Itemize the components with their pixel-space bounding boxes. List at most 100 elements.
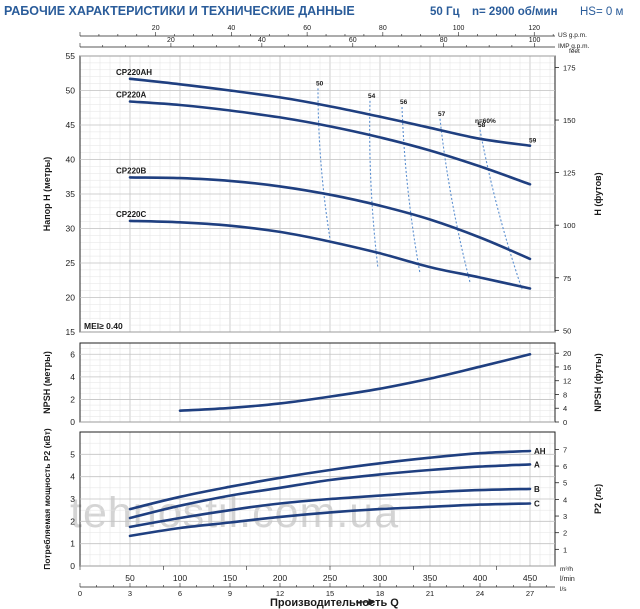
head-right-tick-label: 75 bbox=[563, 274, 571, 283]
head-ytick-label: 55 bbox=[66, 51, 76, 61]
ls-tick-label: 15 bbox=[326, 589, 334, 598]
npsh-right-tick-label: 16 bbox=[563, 363, 571, 372]
lmin-tick-label: 250 bbox=[323, 573, 337, 583]
power-curve-a bbox=[128, 463, 532, 520]
power-right-tick-label: 6 bbox=[563, 462, 567, 471]
ls-tick-label: 18 bbox=[376, 589, 384, 598]
head-right-tick-label: 100 bbox=[563, 221, 576, 230]
power-curve-ah bbox=[128, 449, 532, 511]
npsh-y-axis-label: NPSH (метры) bbox=[42, 351, 52, 414]
head-right-tick-label: 175 bbox=[563, 63, 576, 72]
head-ytick-label: 35 bbox=[66, 189, 76, 199]
efficiency-line-57 bbox=[439, 118, 471, 283]
mei-badge: MEI≥ 0.40 bbox=[84, 321, 123, 331]
speed-label: n= 2900 об/мин bbox=[472, 6, 558, 18]
npsh-right-tick-label: 12 bbox=[563, 377, 571, 386]
head-ytick-label: 20 bbox=[66, 293, 76, 303]
impgpm-tick-label: 60 bbox=[349, 37, 357, 44]
efficiency-line-58 bbox=[479, 129, 523, 290]
head-ytick-label: 50 bbox=[66, 86, 76, 96]
usgpm-tick-label: 100 bbox=[453, 25, 465, 32]
page-title: РАБОЧИЕ ХАРАКТЕРИСТИКИ И ТЕХНИЧЕСКИЕ ДАН… bbox=[4, 4, 355, 18]
power-ytick-label: 1 bbox=[70, 539, 75, 549]
ls-tick-label: 24 bbox=[476, 589, 484, 598]
m3h-unit-label: m³/h bbox=[560, 566, 573, 573]
lmin-tick-label: 350 bbox=[423, 573, 437, 583]
impgpm-unit-label: IMP g.p.m. bbox=[558, 43, 590, 50]
usgpm-tick-label: 120 bbox=[528, 25, 540, 32]
head-ytick-label: 25 bbox=[66, 258, 76, 268]
power-curve-label-c: C bbox=[534, 499, 540, 508]
head-curve-label-cp220b: CP220B bbox=[116, 166, 146, 175]
lmin-tick-label: 300 bbox=[373, 573, 387, 583]
head-curve-cp220ah bbox=[128, 77, 532, 147]
lmin-tick-label: 400 bbox=[473, 573, 487, 583]
head-ytick-label: 40 bbox=[66, 155, 76, 165]
power-right-tick-label: 7 bbox=[563, 445, 567, 454]
impgpm-tick-label: 80 bbox=[440, 37, 448, 44]
impgpm-tick-label: 100 bbox=[529, 37, 541, 44]
power-curve-label-a: A bbox=[534, 460, 540, 469]
efficiency-label-56: 56 bbox=[400, 99, 408, 106]
head-right-tick-label: 150 bbox=[563, 116, 576, 125]
efficiency-label-54: 54 bbox=[368, 93, 376, 100]
lmin-tick-label: 200 bbox=[273, 573, 287, 583]
head-ytick-label: 45 bbox=[66, 120, 76, 130]
npsh-ytick-label: 6 bbox=[70, 349, 75, 359]
usgpm-tick-label: 20 bbox=[152, 25, 160, 32]
npsh-right-tick-label: 8 bbox=[563, 390, 567, 399]
ls-tick-label: 9 bbox=[228, 589, 232, 598]
head-right-tick-label: 50 bbox=[563, 326, 571, 335]
efficiency-unit-label: η=60% bbox=[475, 118, 496, 125]
power-ytick-label: 0 bbox=[70, 561, 75, 571]
usgpm-tick-label: 80 bbox=[379, 25, 387, 32]
x-axis-title: Производительность Q bbox=[270, 597, 399, 609]
lmin-tick-label: 100 bbox=[173, 573, 187, 583]
ls-tick-label: 0 bbox=[78, 589, 82, 598]
npsh-right-tick-label: 0 bbox=[563, 418, 567, 427]
power-curve-label-ah: AH bbox=[534, 447, 546, 456]
lmin-tick-label: 450 bbox=[523, 573, 537, 583]
head-right-axis-label: H (футов) bbox=[593, 172, 603, 215]
efficiency-label-58: 58 bbox=[478, 122, 486, 129]
power-right-axis-label: P2 (лс) bbox=[593, 484, 603, 514]
mei-badge-bg bbox=[81, 320, 129, 331]
head-right-tick-label: 125 bbox=[563, 169, 576, 178]
power-right-tick-label: 1 bbox=[563, 545, 567, 554]
power-right-tick-label: 2 bbox=[563, 529, 567, 538]
power-ytick-label: 3 bbox=[70, 494, 75, 504]
head-ytick-label: 30 bbox=[66, 224, 76, 234]
head-y-axis-label: Напор H (метры) bbox=[42, 157, 52, 232]
efficiency-label-57: 57 bbox=[438, 111, 446, 118]
usgpm-tick-label: 60 bbox=[303, 25, 311, 32]
power-curve-label-b: B bbox=[534, 485, 540, 494]
head-curve-label-cp220a: CP220A bbox=[116, 91, 146, 100]
npsh-ytick-label: 4 bbox=[70, 372, 75, 382]
head-panel: 15 20 25 30 35 40 45 50 55 50 75 100 125 150 175 feet На… bbox=[42, 48, 603, 337]
impgpm-tick-label: 20 bbox=[167, 37, 175, 44]
power-panel: 0 1 2 3 4 5 1 2 3 4 5 6 7 Потребляемая мощность P2 (к… bbox=[42, 428, 603, 571]
npsh-ytick-label: 0 bbox=[70, 417, 75, 427]
head-curve-label-cp220c: CP220C bbox=[116, 210, 146, 219]
power-right-tick-label: 5 bbox=[563, 479, 567, 488]
npsh-right-tick-label: 4 bbox=[563, 404, 567, 413]
lmin-unit-label: l/min bbox=[560, 576, 575, 583]
power-y-axis-label: Потребляемая мощность P2 (кВт) bbox=[42, 428, 52, 570]
suction-height-label: HS= 0 м bbox=[580, 6, 623, 18]
npsh-curve bbox=[178, 353, 532, 412]
usgpm-tick-label: 40 bbox=[228, 25, 236, 32]
npsh-right-axis-label: NPSH (футы) bbox=[593, 353, 603, 411]
ls-tick-label: 3 bbox=[128, 589, 132, 598]
efficiency-line-50 bbox=[317, 88, 331, 239]
power-right-tick-label: 3 bbox=[563, 512, 567, 521]
impgpm-tick-label: 40 bbox=[258, 37, 266, 44]
ls-tick-label: 6 bbox=[178, 589, 182, 598]
ls-tick-label: 12 bbox=[276, 589, 284, 598]
ls-unit-label: l/s bbox=[560, 586, 567, 593]
power-right-tick-label: 4 bbox=[563, 495, 567, 504]
head-curve-cp220a bbox=[128, 100, 532, 186]
lmin-tick-label: 50 bbox=[125, 573, 135, 583]
power-ytick-label: 5 bbox=[70, 449, 75, 459]
npsh-right-tick-label: 20 bbox=[563, 349, 571, 358]
